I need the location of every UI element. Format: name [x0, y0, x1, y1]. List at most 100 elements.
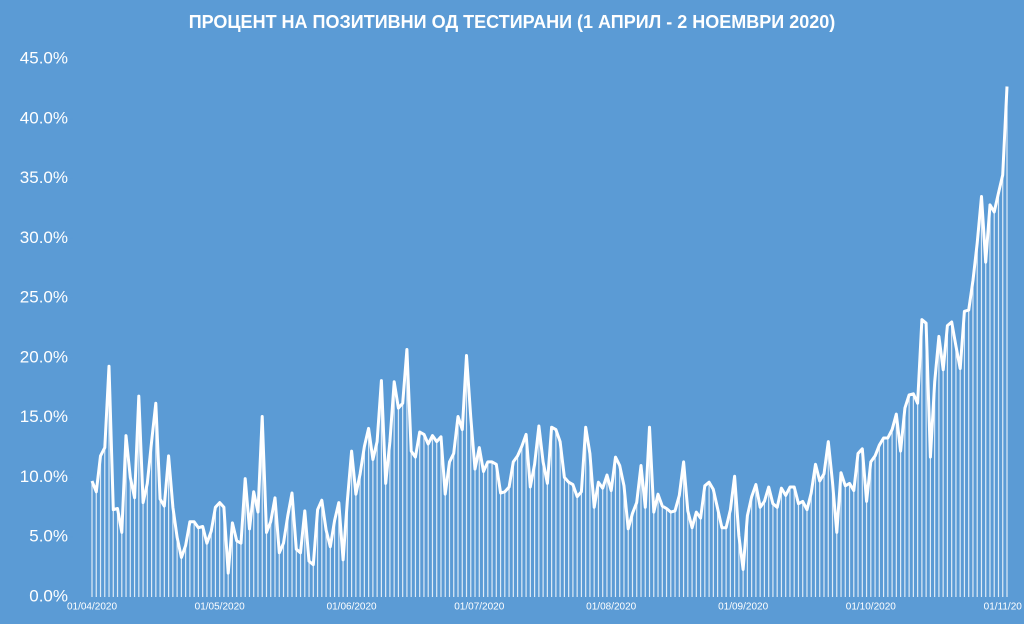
drop-bar — [900, 451, 902, 597]
drop-bar — [729, 509, 731, 597]
drop-bar — [176, 537, 178, 597]
drop-bar — [665, 508, 668, 597]
drop-bar — [414, 457, 417, 597]
drop-bar — [968, 310, 970, 597]
drop-bar — [223, 507, 225, 597]
data-line — [90, 86, 1009, 575]
drop-bar — [793, 487, 795, 597]
drop-bar — [440, 436, 442, 597]
drop-bar — [146, 483, 148, 597]
drop-bar — [725, 527, 727, 597]
drop-bar — [538, 426, 540, 597]
drop-bar — [857, 453, 859, 597]
drop-bar — [631, 513, 634, 597]
drop-bar — [359, 473, 361, 597]
drop-bar — [142, 502, 144, 597]
drop-bar — [870, 461, 872, 597]
drop-bar — [172, 507, 174, 597]
y-tick-label: 45.0% — [20, 48, 68, 67]
drop-bar — [708, 482, 710, 597]
drop-bar — [214, 507, 217, 597]
drop-bar — [670, 512, 672, 597]
drop-bar — [797, 503, 800, 597]
drop-bar — [423, 434, 425, 597]
drop-bar — [921, 319, 923, 597]
x-tick-label: 01/07/2020 — [454, 602, 504, 613]
drop-bar — [861, 448, 863, 597]
drop-bar — [274, 497, 276, 597]
drop-bar — [453, 453, 455, 597]
y-tick-label: 20.0% — [20, 347, 68, 366]
drop-bar — [346, 501, 348, 597]
drop-bar — [308, 561, 310, 597]
drop-bar — [185, 545, 187, 597]
x-tick-label: 01/05/2020 — [195, 602, 245, 613]
drop-bar — [814, 464, 817, 597]
drop-bar — [887, 437, 889, 597]
drop-bar — [653, 512, 655, 597]
drop-bar — [206, 543, 208, 597]
drop-bar — [644, 507, 646, 597]
y-tick-label: 15.0% — [20, 407, 68, 426]
drop-bar — [738, 536, 740, 597]
drop-bar — [525, 434, 527, 597]
drop-bar — [678, 495, 680, 597]
x-tick-label: 01/08/2020 — [586, 602, 636, 613]
drop-bar — [925, 323, 927, 597]
drop-bar — [751, 496, 753, 597]
drop-bar — [959, 368, 961, 597]
drop-bar — [504, 491, 506, 597]
drop-bar — [623, 485, 625, 597]
drop-bar — [287, 515, 289, 597]
drop-bar — [831, 482, 834, 597]
drop-bar — [942, 369, 944, 597]
drop-bar — [955, 345, 957, 597]
drop-bar — [542, 461, 544, 597]
drop-bar — [580, 491, 583, 597]
drop-bar — [704, 485, 706, 597]
drop-bar — [180, 557, 182, 597]
drop-bar — [380, 380, 382, 597]
drop-bar — [474, 469, 476, 597]
drop-bar — [219, 502, 221, 597]
drop-bar — [699, 518, 702, 597]
drop-bar — [491, 461, 493, 597]
drop-bar — [470, 417, 472, 597]
drop-bar — [763, 501, 766, 597]
drop-bar — [304, 510, 306, 597]
drop-bar — [997, 192, 1000, 597]
drop-bar — [853, 490, 855, 597]
drop-bar — [248, 528, 251, 597]
drop-bar — [265, 532, 268, 597]
drop-bar — [934, 381, 936, 597]
drop-bar — [372, 459, 374, 597]
drop-bar — [129, 477, 131, 597]
drop-bar — [648, 427, 651, 597]
drop-bar — [938, 336, 940, 597]
drop-bar — [802, 501, 804, 597]
drop-bar — [270, 521, 272, 597]
drop-bar — [836, 532, 838, 597]
drop-bar — [789, 487, 791, 597]
drop-bar — [929, 457, 931, 597]
drop-bar — [589, 453, 591, 597]
drop-bar — [333, 520, 336, 597]
drop-bar — [712, 489, 714, 597]
drop-bar — [759, 507, 761, 597]
drop-bar — [993, 212, 995, 597]
drop-bar — [499, 492, 502, 597]
drop-bar — [257, 512, 259, 597]
drop-bar — [882, 437, 885, 597]
drop-bar — [636, 502, 638, 597]
drop-bar — [368, 428, 370, 597]
drop-bar — [197, 527, 199, 597]
drop-bar — [806, 509, 808, 597]
y-tick-label: 40.0% — [20, 108, 68, 127]
drop-bar — [917, 403, 919, 597]
drop-bar — [240, 543, 242, 597]
drop-bar — [780, 488, 783, 597]
drop-bar — [393, 381, 395, 597]
chart-title: ПРОЦЕНТ НА ПОЗИТИВНИ ОД ТЕСТИРАНИ (1 АПР… — [189, 12, 836, 32]
x-tick-label: 01/06/2020 — [327, 602, 377, 613]
